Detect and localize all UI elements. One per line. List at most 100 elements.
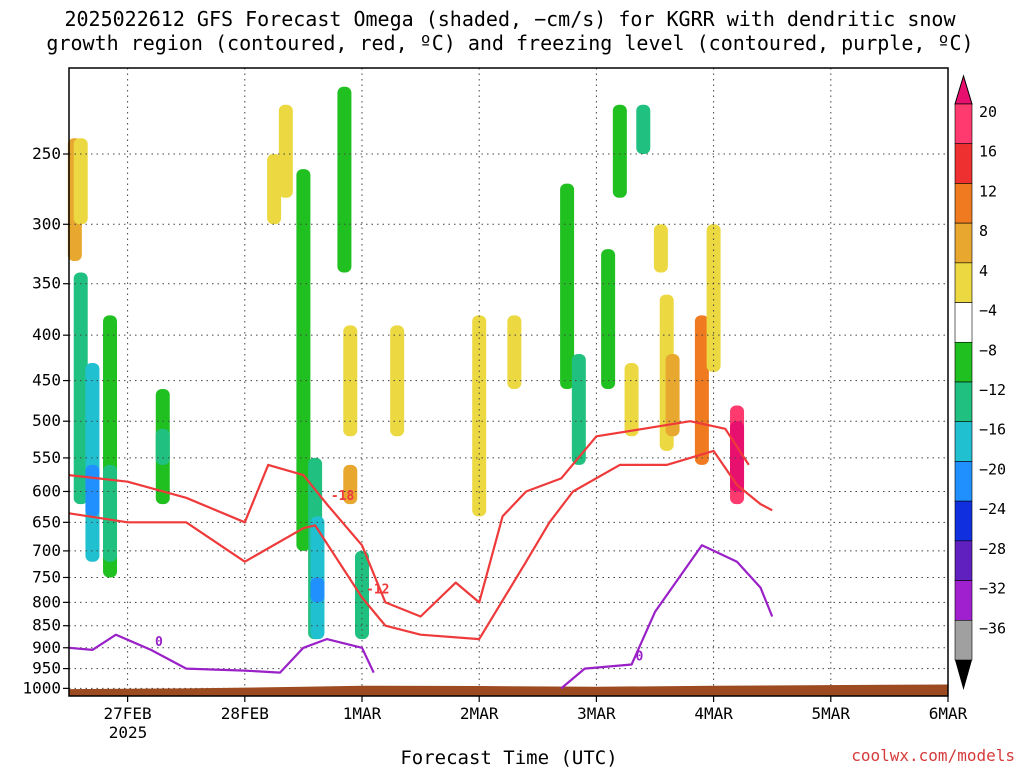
omega-cell (601, 249, 616, 390)
freezing-level-contour-label: 0 (155, 635, 163, 650)
omega-cell (73, 272, 88, 505)
omega-cell (85, 464, 100, 517)
x-tick-label: 3MAR (577, 704, 616, 723)
plot-area: -12 -18 0 0 (67, 67, 949, 697)
colorbar: 20 16 12 8 4 −4 −8 −12 −16 −20 −24 −28 −32 −36 (954, 74, 1006, 690)
contours: -12 -18 0 0 (68, 420, 774, 690)
colorbar-swatch (954, 381, 973, 423)
colorbar-swatch (954, 580, 973, 621)
x-tick-label: 28FEB (221, 704, 269, 723)
omega-cell (730, 421, 745, 492)
colorbar-swatch (954, 302, 973, 343)
x-tick-label: 6MAR (929, 704, 968, 723)
y-tick-label: 550 (32, 448, 61, 467)
omega-cell (624, 363, 639, 437)
credit-text: coolwx.com/models (851, 746, 1015, 765)
freezing-level-contour-label: 0 (636, 650, 644, 665)
colorbar-over-arrow (954, 74, 973, 105)
omega-cell (103, 464, 118, 562)
omega-cell (694, 315, 709, 465)
omega-cell (665, 353, 680, 437)
colorbar-label: −16 (979, 421, 1006, 439)
colorbar-label: −28 (979, 540, 1006, 558)
x-axis: 27FEB 28FEB 1MAR 2MAR 3MAR 4MAR 5MAR 6MAR (104, 696, 968, 723)
y-tick-label: 850 (32, 616, 61, 635)
omega-cell (636, 104, 651, 155)
y-tick-label: 500 (32, 411, 61, 430)
omega-cell (296, 169, 311, 551)
x-axis-label: Forecast Time (UTC) (400, 747, 617, 768)
y-tick-label: 900 (32, 638, 61, 657)
y-tick-label: 400 (32, 325, 61, 344)
omega-cell (278, 104, 293, 198)
omega-cell (73, 138, 88, 225)
dgz-contour-label: -18 (331, 489, 355, 504)
colorbar-swatch (954, 540, 973, 581)
colorbar-label: −8 (979, 341, 997, 359)
colorbar-label: 16 (979, 143, 997, 161)
y-tick-label: 700 (32, 541, 61, 560)
colorbar-under-arrow (955, 660, 972, 690)
colorbar-label: 12 (979, 182, 997, 200)
surface-area (69, 684, 948, 696)
freezing-level-contour (560, 544, 774, 690)
omega-cell (267, 154, 282, 225)
omega-shading (67, 86, 745, 640)
x-tick-label: 5MAR (812, 704, 851, 723)
y-tick-label: 300 (32, 214, 61, 233)
colorbar-swatch (954, 143, 973, 184)
y-tick-label: 950 (32, 659, 61, 678)
y-tick-label: 350 (32, 274, 61, 293)
colorbar-swatch (954, 619, 973, 661)
surface-terrain (69, 684, 948, 696)
omega-cell (155, 428, 170, 465)
colorbar-swatch (954, 500, 973, 542)
omega-cell (706, 224, 721, 372)
dgz-contour (68, 449, 773, 641)
dgz-contour-label: -12 (366, 583, 389, 598)
colorbar-swatch (954, 262, 973, 303)
colorbar-swatch (954, 461, 973, 502)
colorbar-swatch (954, 222, 973, 264)
y-tick-label: 450 (32, 371, 61, 390)
colorbar-swatch (954, 183, 973, 224)
omega-cell (343, 464, 358, 505)
x-tick-label: 2MAR (460, 704, 499, 723)
omega-cell (612, 104, 627, 198)
title-line-2: growth region (contoured, red, ºC) and f… (46, 31, 973, 55)
colorbar-label: −12 (979, 381, 1006, 399)
colorbar-label: −4 (979, 302, 997, 320)
colorbar-label: −36 (979, 619, 1006, 637)
title-line-1: 2025022612 GFS Forecast Omega (shaded, −… (64, 7, 956, 31)
colorbar-label: 20 (979, 103, 997, 121)
omega-cell (355, 550, 369, 640)
omega-cell (85, 363, 100, 562)
omega-cell (571, 353, 586, 465)
y-tick-label: 750 (32, 567, 61, 586)
y-tick-label: 800 (32, 592, 61, 611)
x-tick-label: 1MAR (343, 704, 382, 723)
omega-cell (653, 224, 668, 273)
colorbar-swatch (954, 341, 973, 383)
x-tick-label: 27FEB (104, 704, 152, 723)
omega-cell (310, 577, 325, 603)
freezing-level-contour (68, 633, 375, 674)
colorbar-label: −20 (979, 460, 1006, 478)
colorbar-label: −32 (979, 580, 1006, 598)
dgz-contour (68, 420, 750, 618)
omega-cell (560, 183, 575, 390)
omega-cell (390, 325, 405, 437)
omega-cell (507, 315, 522, 390)
x-tick-label: 4MAR (694, 704, 733, 723)
colorbar-swatch (954, 421, 973, 462)
x-year-label: 2025 (109, 723, 148, 742)
colorbar-swatch (954, 103, 973, 145)
plot-frame (68, 67, 949, 697)
y-tick-label: 650 (32, 512, 61, 531)
colorbar-label: 8 (979, 222, 988, 240)
colorbar-label: 4 (979, 262, 988, 280)
colorbar-label: −24 (979, 500, 1006, 518)
y-tick-label: 250 (32, 144, 61, 163)
y-axis: 250 300 350 400 450 500 550 600 650 700 750 800 850 9… (22, 144, 69, 697)
